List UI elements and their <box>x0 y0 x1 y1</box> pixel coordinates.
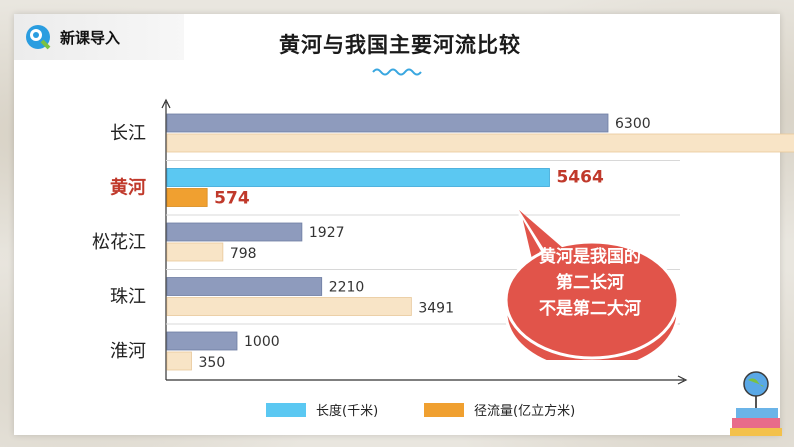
category-label: 淮河 <box>110 341 146 362</box>
data-label-flow: 350 <box>199 355 226 371</box>
wave-decoration <box>372 68 422 76</box>
bar-length <box>166 222 303 242</box>
data-label-length: 1000 <box>244 334 280 350</box>
callout-line: 不是第二大河 <box>539 299 641 319</box>
data-label-flow: 574 <box>214 189 250 209</box>
data-label-length: 2210 <box>329 280 365 296</box>
callout-line: 第二长河 <box>556 273 624 293</box>
bar-flow <box>166 188 208 207</box>
category-label: 松花江 <box>92 232 146 253</box>
data-label-flow: 3491 <box>418 301 454 317</box>
bar-length <box>166 168 550 187</box>
bar-flow <box>166 133 794 153</box>
y-axis-arrow <box>161 98 171 109</box>
legend-label-flow: 径流量(亿立方米) <box>474 404 576 419</box>
legend-item-flow: 径流量(亿立方米) <box>424 400 575 419</box>
bar-flow <box>166 351 192 371</box>
category-label: 长江 <box>110 123 146 144</box>
chart-title: 黄河与我国主要河流比较 <box>279 33 521 57</box>
category-label: 黄河 <box>110 177 146 199</box>
bar-length <box>166 331 238 351</box>
data-label-length: 5464 <box>556 168 603 188</box>
callout-text: 黄河是我国的 第二长河 不是第二大河 <box>510 244 670 322</box>
callout-line: 黄河是我国的 <box>539 247 641 267</box>
bar-flow <box>166 242 224 262</box>
logo-icon <box>24 23 52 51</box>
legend-label-length: 长度(千米) <box>316 404 379 419</box>
data-label-length: 6300 <box>615 116 651 132</box>
x-axis-arrow <box>677 375 688 385</box>
bar-length <box>166 277 323 296</box>
slide-card <box>14 14 780 435</box>
section-title: 新课导入 <box>60 28 121 47</box>
data-label-length: 1927 <box>309 225 345 241</box>
books-globe-icon <box>730 371 782 436</box>
callout-bubble <box>504 210 680 360</box>
bar-flow <box>166 297 412 316</box>
bar-length <box>166 113 609 133</box>
data-label-flow: 798 <box>230 246 257 262</box>
section-header: 新课导入 <box>14 14 184 60</box>
category-label: 珠江 <box>110 287 146 308</box>
legend-swatch-flow <box>424 402 464 417</box>
legend-swatch-length <box>266 402 306 417</box>
legend-item-length: 长度(千米) <box>266 400 378 419</box>
